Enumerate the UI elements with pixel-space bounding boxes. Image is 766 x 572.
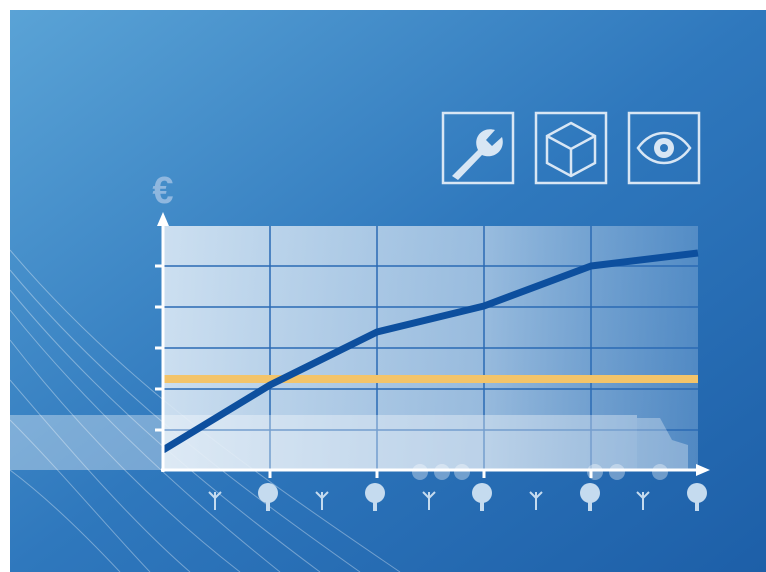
trees <box>208 483 707 511</box>
eye-icon <box>627 111 701 185</box>
trend-line <box>161 249 699 453</box>
axis-label: € <box>152 170 173 212</box>
truck-cab <box>637 418 688 470</box>
icons <box>441 111 701 185</box>
wrench-icon <box>441 111 515 185</box>
axes <box>155 212 710 478</box>
grid <box>163 226 698 470</box>
cube-icon <box>534 111 608 185</box>
threshold-band <box>163 375 698 383</box>
truck-trailer <box>0 415 637 470</box>
